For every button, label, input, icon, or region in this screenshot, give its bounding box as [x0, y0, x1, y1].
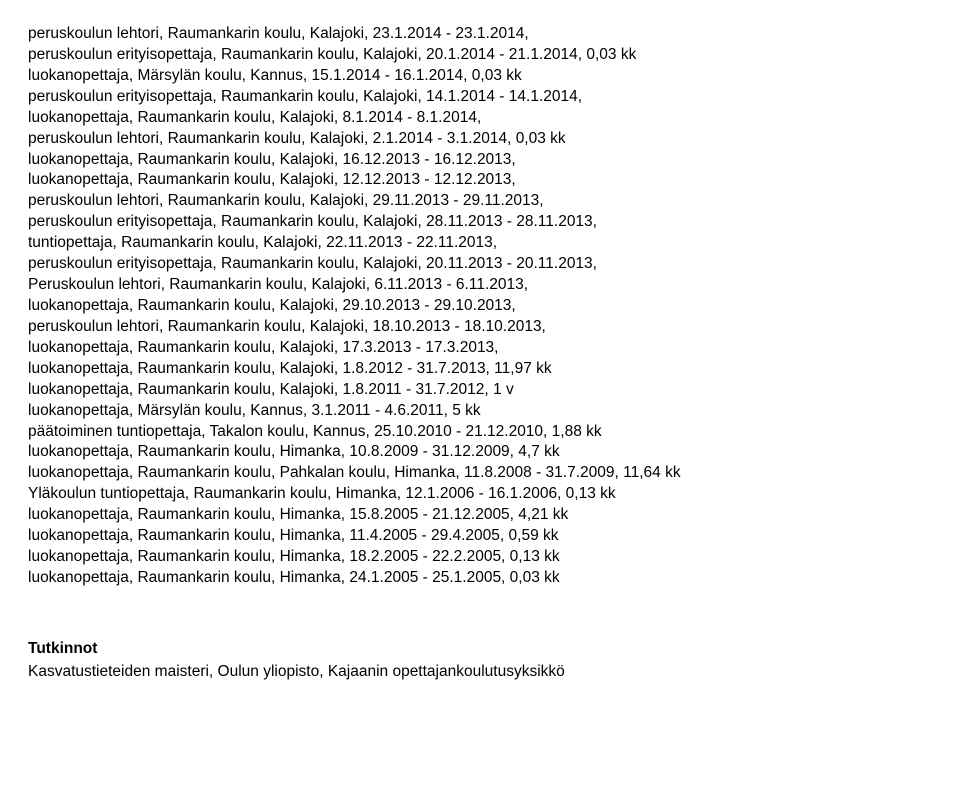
employment-entry: peruskoulun lehtori, Raumankarin koulu, … [28, 24, 932, 45]
employment-entry: päätoiminen tuntiopettaja, Takalon koulu… [28, 422, 932, 443]
employment-entry: peruskoulun lehtori, Raumankarin koulu, … [28, 191, 932, 212]
employment-entry: luokanopettaja, Raumankarin koulu, Kalaj… [28, 338, 932, 359]
employment-entry: luokanopettaja, Raumankarin koulu, Kalaj… [28, 380, 932, 401]
employment-entry: luokanopettaja, Raumankarin koulu, Himan… [28, 568, 932, 589]
employment-entry: peruskoulun erityisopettaja, Raumankarin… [28, 212, 932, 233]
employment-entry: luokanopettaja, Märsylän koulu, Kannus, … [28, 401, 932, 422]
employment-entry: Yläkoulun tuntiopettaja, Raumankarin kou… [28, 484, 932, 505]
employment-entry: luokanopettaja, Märsylän koulu, Kannus, … [28, 66, 932, 87]
employment-entry: luokanopettaja, Raumankarin koulu, Himan… [28, 442, 932, 463]
employment-entry: luokanopettaja, Raumankarin koulu, Himan… [28, 505, 932, 526]
employment-entry: luokanopettaja, Raumankarin koulu, Kalaj… [28, 170, 932, 191]
employment-entry: luokanopettaja, Raumankarin koulu, Kalaj… [28, 150, 932, 171]
employment-entry: tuntiopettaja, Raumankarin koulu, Kalajo… [28, 233, 932, 254]
employment-entry: peruskoulun erityisopettaja, Raumankarin… [28, 254, 932, 275]
employment-entry: peruskoulun lehtori, Raumankarin koulu, … [28, 317, 932, 338]
employment-entry: peruskoulun lehtori, Raumankarin koulu, … [28, 129, 932, 150]
employment-entry: luokanopettaja, Raumankarin koulu, Himan… [28, 526, 932, 547]
degree-entry: Kasvatustieteiden maisteri, Oulun yliopi… [28, 662, 932, 683]
employment-entry: Peruskoulun lehtori, Raumankarin koulu, … [28, 275, 932, 296]
employment-entry: luokanopettaja, Raumankarin koulu, Himan… [28, 547, 932, 568]
section-spacer [28, 589, 932, 611]
employment-entry: luokanopettaja, Raumankarin koulu, Kalaj… [28, 296, 932, 317]
degrees-heading: Tutkinnot [28, 639, 932, 660]
employment-entry: peruskoulun erityisopettaja, Raumankarin… [28, 45, 932, 66]
employment-history-list: peruskoulun lehtori, Raumankarin koulu, … [28, 24, 932, 589]
employment-entry: peruskoulun erityisopettaja, Raumankarin… [28, 87, 932, 108]
employment-entry: luokanopettaja, Raumankarin koulu, Kalaj… [28, 108, 932, 129]
employment-entry: luokanopettaja, Raumankarin koulu, Pahka… [28, 463, 932, 484]
employment-entry: luokanopettaja, Raumankarin koulu, Kalaj… [28, 359, 932, 380]
degrees-list: Kasvatustieteiden maisteri, Oulun yliopi… [28, 662, 932, 683]
